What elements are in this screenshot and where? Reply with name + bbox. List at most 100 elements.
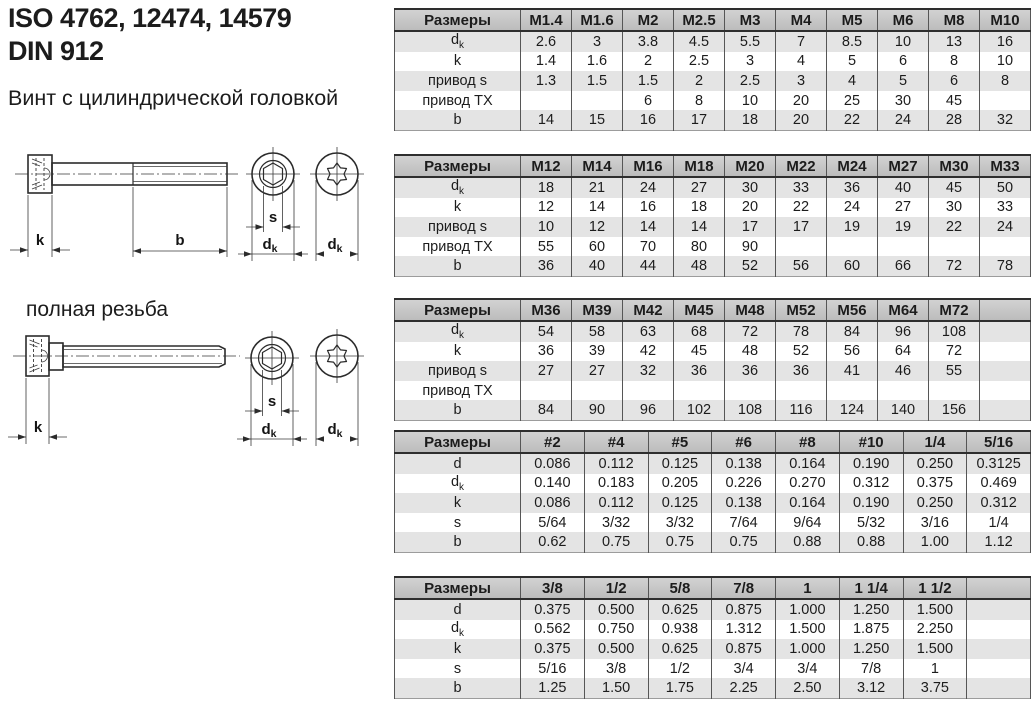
- value-cell: 1.000: [775, 639, 840, 659]
- value-cell: 15: [571, 110, 623, 131]
- value-cell: 33: [979, 197, 1031, 218]
- screw-side-view: [13, 335, 240, 377]
- value-cell: 14: [520, 110, 572, 131]
- value-cell: 52: [775, 341, 827, 362]
- corner-header: Размеры: [394, 576, 521, 600]
- value-cell: 5: [826, 51, 878, 72]
- table-row: k 36 39 42 45 48 52 56 64 72: [394, 341, 1031, 362]
- size-column-header: M45: [673, 298, 725, 322]
- row-label: s: [394, 512, 521, 533]
- size-column-header: M30: [928, 154, 980, 178]
- table-row: привод TX 6 8 10 20 25 30 45: [394, 90, 1031, 111]
- value-cell: 36: [826, 177, 878, 198]
- screw-drawing-full-thread: k s dk: [8, 329, 364, 446]
- table-row: dk 2.6 3 3.8 4.5 5.5 7 8.5 10 13 16: [394, 31, 1031, 52]
- value-cell: 58: [571, 321, 623, 342]
- corner-header: Размеры: [394, 154, 521, 178]
- table-row: dk 54 58 63 68 72 78 84 96 108: [394, 321, 1031, 342]
- value-cell: 156: [928, 400, 980, 421]
- value-cell: 124: [826, 400, 878, 421]
- size-column-header: #10: [838, 430, 904, 454]
- table-row: b 0.62 0.75 0.75 0.75 0.88 0.88 1.00 1.12: [394, 532, 1031, 553]
- value-cell: [877, 380, 929, 401]
- row-label: b: [394, 110, 521, 131]
- value-cell: 22: [826, 110, 878, 131]
- size-column-header: [966, 576, 1031, 600]
- value-cell: 36: [724, 361, 776, 381]
- value-cell: 0.112: [583, 453, 649, 474]
- value-cell: 32: [979, 110, 1031, 131]
- size-column-header: M2.5: [673, 8, 725, 32]
- value-cell: 7/8: [838, 658, 904, 679]
- value-cell: 45: [928, 177, 980, 198]
- header-row: Размеры M12 M14 M16 M18 M20 M22 M24 M27 M30 M33: [394, 154, 1031, 178]
- value-cell: [520, 90, 572, 111]
- size-column-header: M20: [724, 154, 776, 178]
- row-label: k: [394, 341, 521, 362]
- value-cell: [979, 361, 1031, 381]
- value-cell: 0.469: [966, 473, 1031, 494]
- value-cell: 0.312: [966, 493, 1031, 513]
- title-iso: ISO 4762, 12474, 14579: [8, 3, 292, 33]
- table-row: b 36 40 44 48 52 56 60 66 72 78: [394, 256, 1031, 277]
- value-cell: 1.50: [583, 678, 649, 699]
- value-cell: 0.75: [647, 532, 713, 553]
- value-cell: [979, 236, 1031, 257]
- row-label: dk: [394, 619, 521, 640]
- value-cell: 5: [877, 71, 929, 91]
- row-label: b: [394, 678, 521, 699]
- dimension-dk-torx: dk: [315, 180, 359, 261]
- size-column-header: M27: [877, 154, 929, 178]
- value-cell: 0.88: [838, 532, 904, 553]
- size-column-header: 5/8: [647, 576, 713, 600]
- size-column-header: 5/16: [966, 430, 1031, 454]
- value-cell: 1.12: [966, 532, 1031, 553]
- value-cell: 24: [826, 197, 878, 218]
- value-cell: 0.125: [647, 493, 713, 513]
- size-column-header: 3/8: [520, 576, 585, 600]
- table-row: k 1.4 1.6 2 2.5 3 4 5 6 8 10: [394, 51, 1031, 72]
- value-cell: [622, 380, 674, 401]
- row-label: s: [394, 658, 521, 679]
- value-cell: 0.375: [902, 473, 968, 494]
- dimension-s: s: [246, 186, 300, 232]
- value-cell: 3: [571, 31, 623, 52]
- table-metric-M12-M33: Размеры M12 M14 M16 M18 M20 M22 M24 M27 M30 M33 dk 1…: [394, 154, 1032, 277]
- row-label: привод s: [394, 71, 521, 91]
- value-cell: 72: [928, 341, 980, 362]
- value-cell: 1.312: [711, 619, 776, 640]
- size-column-header: M6: [877, 8, 929, 32]
- value-cell: [979, 400, 1031, 421]
- row-label: b: [394, 532, 521, 553]
- value-cell: [826, 380, 878, 401]
- title-din: DIN 912: [8, 36, 104, 66]
- value-cell: 0.205: [647, 473, 713, 494]
- value-cell: 90: [571, 400, 623, 421]
- corner-header: Размеры: [394, 8, 521, 32]
- value-cell: 46: [877, 361, 929, 381]
- value-cell: 102: [673, 400, 725, 421]
- value-cell: 3/8: [583, 658, 649, 679]
- table-row: привод TX: [394, 380, 1031, 401]
- socket-hidden-lines: [31, 158, 51, 190]
- dimensions-table: Размеры M12 M14 M16 M18 M20 M22 M24 M27 M30 M33 dk 1…: [394, 154, 1031, 277]
- size-column-header: M48: [724, 298, 776, 322]
- value-cell: 1.4: [520, 51, 572, 72]
- dimensions-table: Размеры M36 M39 M42 M45 M48 M52 M56 M64 M72 dk 54 58…: [394, 298, 1031, 421]
- value-cell: 0.250: [902, 493, 968, 513]
- value-cell: 22: [775, 197, 827, 218]
- size-column-header: 7/8: [711, 576, 776, 600]
- size-column-header: M3: [724, 8, 776, 32]
- row-label: dk: [394, 31, 521, 52]
- row-label: dk: [394, 177, 521, 198]
- value-cell: 80: [673, 236, 725, 257]
- value-cell: [979, 321, 1031, 342]
- value-cell: 20: [724, 197, 776, 218]
- value-cell: 1.250: [838, 639, 904, 659]
- full-thread-label: полная резьба: [26, 298, 169, 321]
- value-cell: 3/32: [583, 512, 649, 533]
- screw-side-view: [15, 154, 240, 194]
- size-column-header: M39: [571, 298, 623, 322]
- standards-title: ISO 4762, 12474, 14579 DIN 912: [8, 2, 292, 68]
